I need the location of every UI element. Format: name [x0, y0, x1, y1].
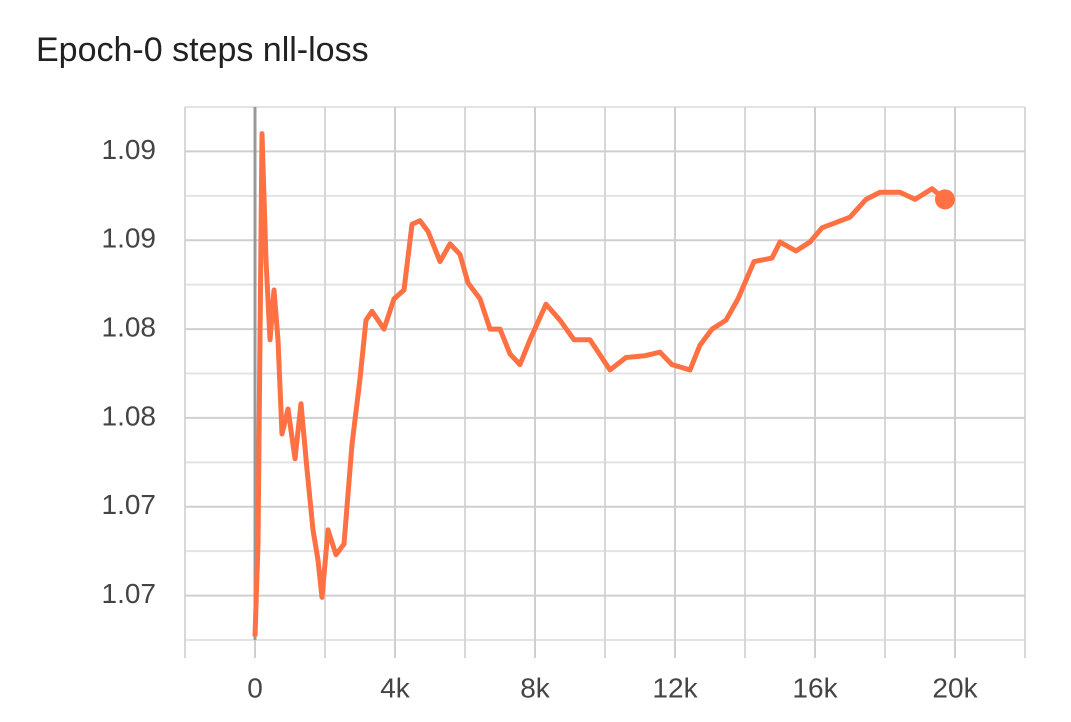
y-tick-label: 1.09 [102, 134, 157, 165]
y-tick-label: 1.07 [102, 489, 157, 520]
chart-title: Epoch-0 steps nll-loss [36, 31, 369, 69]
x-tick-label: 0 [247, 672, 263, 703]
last-point [934, 189, 955, 210]
y-tick-label: 1.08 [102, 311, 157, 342]
y-tick-label: 1.07 [102, 578, 157, 609]
x-tick-label: 8k [520, 672, 551, 703]
line-series [252, 131, 947, 637]
x-tick-label: 20k [932, 672, 978, 703]
x-tick-label: 12k [652, 672, 698, 703]
y-tick-label: 1.09 [102, 223, 157, 254]
x-tick-label: 16k [792, 672, 838, 703]
y-tick-label: 1.08 [102, 400, 157, 431]
x-tick-label: 4k [380, 672, 411, 703]
